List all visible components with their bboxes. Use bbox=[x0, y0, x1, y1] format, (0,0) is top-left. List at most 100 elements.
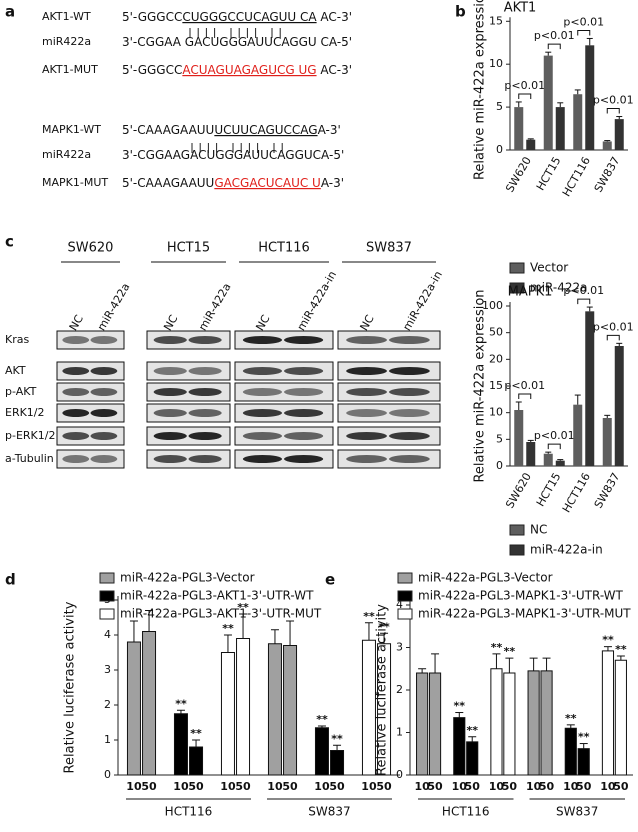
panel-letter: d bbox=[5, 571, 16, 589]
y-tick-label: 0 bbox=[496, 143, 503, 156]
sequence-label: AKT1-WT bbox=[42, 10, 91, 23]
legend-label: Vector bbox=[530, 261, 568, 275]
significance-mark: ** bbox=[565, 712, 577, 725]
sequence: 3'-CGGAA GACUGGGAUUCAGGU CA-5' bbox=[122, 35, 352, 49]
x-tick-label: HCT116 bbox=[560, 155, 593, 199]
dose-label: 50 bbox=[539, 780, 555, 793]
blot-row-label: ERK1/2 bbox=[5, 406, 45, 419]
bar bbox=[540, 670, 553, 776]
dose-label: 50 bbox=[613, 780, 629, 793]
sequence-part: A-3' bbox=[318, 123, 341, 137]
blot-box bbox=[56, 361, 125, 381]
dose-label: 10 bbox=[220, 780, 236, 793]
dose-label: 10 bbox=[267, 780, 283, 793]
blot-row-label: a-Tubulin bbox=[5, 452, 54, 465]
significance-label: p<0.01 bbox=[563, 284, 604, 297]
sequence-part: 5'-GGGCC bbox=[122, 63, 182, 77]
bar bbox=[555, 460, 565, 466]
blot-group: HCT15 bbox=[167, 241, 210, 256]
x-tick-label: SW620 bbox=[503, 155, 534, 195]
blot-box bbox=[146, 449, 231, 469]
blot-box bbox=[234, 382, 334, 402]
bar bbox=[189, 746, 204, 776]
blot-band bbox=[188, 432, 222, 440]
lane-label: miR-422a-in bbox=[295, 269, 340, 333]
dose-label: 50 bbox=[141, 780, 157, 793]
blot-band bbox=[153, 388, 187, 396]
blot-box bbox=[56, 426, 125, 446]
significance-mark: ** bbox=[237, 601, 249, 614]
bar bbox=[267, 643, 282, 776]
sequence-label: miR422a bbox=[42, 148, 91, 161]
blot-box bbox=[234, 330, 334, 350]
legend-swatch bbox=[397, 608, 413, 620]
blot-band bbox=[346, 336, 387, 344]
significance-bracket bbox=[577, 29, 591, 36]
sequence: 5'-CAAAGAAUUUCUUCAGUCCAGA-3' bbox=[122, 123, 341, 137]
lane-label: NC bbox=[67, 312, 86, 333]
y-tick-label: 20 bbox=[489, 352, 503, 365]
lane-label: miR-422a bbox=[95, 281, 133, 333]
blot-band bbox=[62, 409, 90, 417]
blot-band bbox=[389, 455, 430, 463]
significance-label: p<0.01 bbox=[504, 379, 545, 392]
legend-label: miR-422a-PGL3-AKT1-3'-UTR-MUT bbox=[120, 607, 322, 621]
blot-band bbox=[242, 455, 283, 463]
bar bbox=[614, 659, 627, 776]
blot-band bbox=[242, 388, 283, 396]
blot-box bbox=[146, 403, 231, 423]
significance-mark: ** bbox=[331, 732, 343, 745]
blot-band bbox=[389, 432, 430, 440]
significance-bracket bbox=[606, 108, 620, 114]
bar bbox=[314, 727, 329, 776]
y-tick-label: 0 bbox=[104, 768, 111, 781]
legend-swatch bbox=[99, 608, 115, 620]
blot-band bbox=[153, 336, 187, 344]
blot-band bbox=[90, 409, 118, 417]
bar bbox=[173, 713, 188, 776]
legend-label: miR-422a-PGL3-MAPK1-3'-UTR-MUT bbox=[418, 607, 631, 621]
blot-band bbox=[90, 455, 118, 463]
bar bbox=[428, 672, 442, 776]
bar bbox=[573, 94, 583, 150]
significance-label: p<0.01 bbox=[563, 15, 604, 28]
significance-label: p<0.01 bbox=[504, 79, 545, 92]
y-tick-label: 15 bbox=[489, 379, 503, 392]
chart-title: AKT1 bbox=[504, 1, 537, 16]
legend-label: miR-422a-PGL3-Vector bbox=[418, 571, 553, 585]
blot-box bbox=[56, 330, 125, 350]
y-tick-label: 5 bbox=[496, 100, 503, 113]
y-tick-label: 10 bbox=[489, 406, 503, 419]
dose-label: 50 bbox=[465, 780, 481, 793]
group-label: SW837 bbox=[308, 805, 350, 819]
x-tick-label: HCT15 bbox=[534, 471, 564, 509]
legend-label: miR-422a-in bbox=[530, 543, 603, 557]
y-tick-label: 1 bbox=[396, 726, 403, 739]
bar bbox=[126, 641, 141, 776]
blot-box bbox=[146, 426, 231, 446]
significance-bracket bbox=[518, 93, 532, 99]
dose-label: 50 bbox=[235, 780, 251, 793]
legend-swatch bbox=[509, 262, 525, 274]
bar bbox=[330, 750, 345, 776]
y-tick-label: 0 bbox=[496, 459, 503, 472]
y-tick-label: 3 bbox=[104, 663, 111, 676]
significance-mark: ** bbox=[504, 645, 516, 658]
sequence-label: AKT1-MUT bbox=[42, 63, 98, 76]
blot-box bbox=[234, 426, 334, 446]
dose-label: 10 bbox=[600, 780, 616, 793]
dose-label: 10 bbox=[452, 780, 468, 793]
sequence-part: 5'-CAAAGAAUU bbox=[122, 123, 214, 137]
y-tick-label: 4 bbox=[396, 598, 403, 611]
y-tick-label: 2 bbox=[396, 683, 403, 696]
y-tick-label: 15 bbox=[489, 14, 503, 27]
blot-band bbox=[153, 409, 187, 417]
sequence-part: 5'-CAAAGAAUU bbox=[122, 176, 214, 190]
significance-bracket bbox=[518, 393, 532, 399]
bar bbox=[614, 119, 624, 150]
x-tick-label: HCT116 bbox=[560, 471, 593, 515]
dose-label: 50 bbox=[329, 780, 345, 793]
blot-band bbox=[62, 455, 90, 463]
blot-row-label: Kras bbox=[5, 333, 29, 346]
